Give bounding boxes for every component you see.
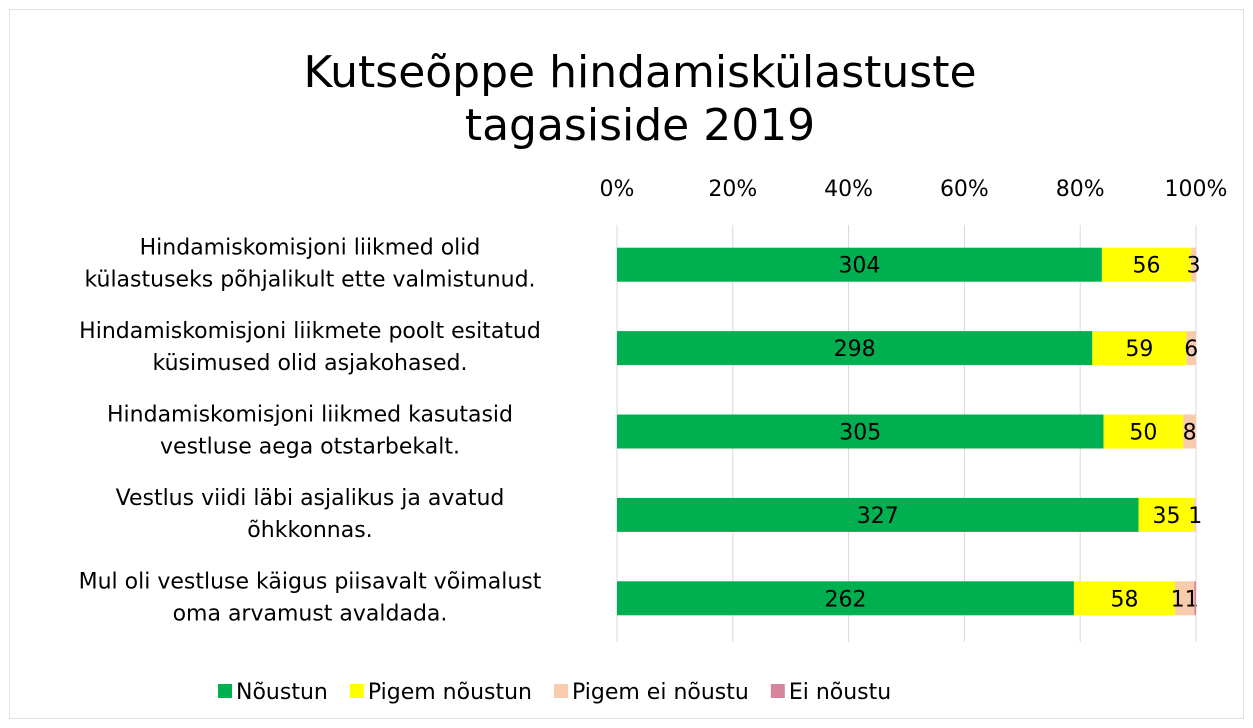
data-label: 305 bbox=[839, 421, 881, 446]
legend-label: Nõustun bbox=[236, 680, 328, 705]
bar-segment bbox=[1194, 497, 1196, 532]
legend-swatch bbox=[218, 684, 232, 698]
bar-segment bbox=[1183, 414, 1196, 449]
legend-swatch bbox=[553, 684, 568, 698]
bar-segment bbox=[1101, 247, 1192, 282]
legend-item: Pigem nõustun bbox=[349, 680, 532, 705]
data-label: 8 bbox=[1183, 421, 1197, 446]
x-tick-label: 20% bbox=[708, 177, 757, 202]
bar-segment bbox=[617, 331, 1093, 366]
bar-segment bbox=[1092, 331, 1187, 366]
legend-swatch bbox=[349, 684, 364, 698]
data-label: 1 bbox=[1188, 504, 1202, 529]
legend-label: Ei nõustu bbox=[789, 680, 891, 705]
data-label: 327 bbox=[857, 504, 899, 529]
data-label: 50 bbox=[1129, 421, 1157, 446]
data-label: 56 bbox=[1133, 254, 1161, 279]
data-label: 59 bbox=[1125, 337, 1153, 362]
y-tick-label: Vestlus viidi läbi asjalikus ja avatud bbox=[116, 486, 505, 511]
y-tick-label: küsimused olid asjakohased. bbox=[153, 351, 468, 376]
legend-label: Pigem nõustun bbox=[368, 680, 532, 705]
data-label: 58 bbox=[1110, 587, 1138, 612]
data-label: 35 bbox=[1152, 504, 1180, 529]
legend-item: Nõustun bbox=[218, 680, 328, 705]
y-tick-label: külastuseks põhjalikult ette valmistunud… bbox=[84, 268, 535, 293]
bar-segment bbox=[617, 497, 1139, 532]
bar-segment bbox=[617, 414, 1104, 449]
bar-segment bbox=[1175, 581, 1195, 616]
legend-swatch bbox=[770, 684, 785, 698]
data-label: 3 bbox=[1187, 254, 1201, 279]
bar-segment bbox=[1073, 581, 1176, 616]
y-tick-label: Mul oli vestluse käigus piisavalt võimal… bbox=[79, 569, 542, 594]
x-tick-label: 40% bbox=[824, 177, 873, 202]
y-tick-label: oma arvamust avaldada. bbox=[173, 601, 448, 626]
bar-segment bbox=[617, 247, 1102, 282]
y-tick-label: Hindamiskomisjoni liikmed kasutasid bbox=[107, 403, 513, 428]
data-label: 262 bbox=[824, 587, 866, 612]
data-label: 298 bbox=[834, 337, 876, 362]
chart-title: tagasiside 2019 bbox=[465, 100, 815, 151]
legend-item: Ei nõustu bbox=[770, 680, 891, 705]
y-tick-label: Hindamiskomisjoni liikmed olid bbox=[140, 236, 481, 261]
y-tick-label: õhkkonnas. bbox=[247, 518, 372, 543]
x-tick-label: 0% bbox=[600, 177, 635, 202]
chart-title: Kutseõppe hindamiskülastuste bbox=[303, 47, 976, 98]
legend-label: Pigem ei nõustu bbox=[572, 680, 749, 705]
bar-segment bbox=[1186, 331, 1196, 366]
bar-segment bbox=[1138, 497, 1195, 532]
x-tick-label: 80% bbox=[1056, 177, 1105, 202]
bar-segment bbox=[617, 581, 1074, 616]
bar-segment bbox=[1194, 581, 1196, 616]
legend-item: Pigem ei nõustu bbox=[553, 680, 749, 705]
bar-segment bbox=[1191, 247, 1196, 282]
data-label: 11 bbox=[1171, 587, 1199, 612]
x-tick-label: 60% bbox=[940, 177, 989, 202]
data-label: 6 bbox=[1184, 337, 1198, 362]
y-tick-label: vestluse aega otstarbekalt. bbox=[160, 435, 460, 460]
x-tick-label: 100% bbox=[1165, 177, 1228, 202]
data-label: 304 bbox=[838, 254, 880, 279]
bar-segment bbox=[1103, 414, 1184, 449]
y-tick-label: Hindamiskomisjoni liikmete poolt esitatu… bbox=[79, 319, 541, 344]
